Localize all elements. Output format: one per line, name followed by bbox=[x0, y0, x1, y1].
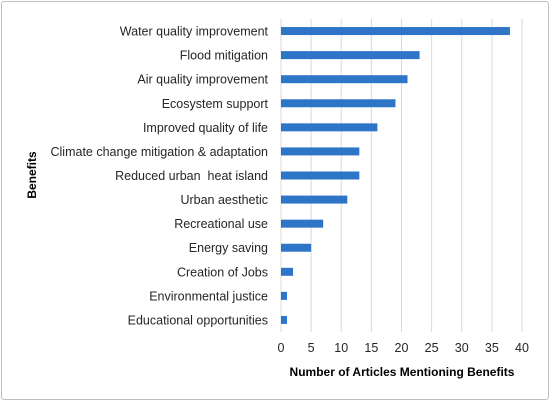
bar bbox=[281, 123, 378, 132]
category-label: Air quality improvement bbox=[137, 73, 268, 87]
category-label: Recreational use bbox=[174, 217, 268, 231]
bar bbox=[281, 27, 510, 36]
bar bbox=[281, 171, 360, 180]
category-label: Environmental justice bbox=[149, 289, 268, 303]
category-label: Urban aesthetic bbox=[180, 193, 268, 207]
category-label: Ecosystem support bbox=[162, 97, 269, 111]
bar bbox=[281, 195, 348, 204]
category-label: Water quality improvement bbox=[120, 25, 269, 39]
x-tick-label: 20 bbox=[395, 341, 409, 355]
category-label: Creation of Jobs bbox=[177, 265, 268, 279]
bar bbox=[281, 51, 420, 60]
category-label: Climate change mitigation & adaptation bbox=[51, 145, 269, 159]
category-label: Improved quality of life bbox=[143, 121, 268, 135]
category-label: Energy saving bbox=[189, 241, 268, 255]
bar bbox=[281, 243, 312, 252]
bar bbox=[281, 219, 324, 228]
x-tick-labels: 0 5 10 15 20 25 30 35 40 bbox=[278, 341, 529, 355]
category-label: Educational opportunities bbox=[128, 313, 268, 327]
bar bbox=[281, 99, 396, 108]
bars bbox=[281, 27, 510, 324]
bar bbox=[281, 315, 288, 324]
x-tick-label: 30 bbox=[455, 341, 469, 355]
x-tick-label: 5 bbox=[308, 341, 315, 355]
bar bbox=[281, 267, 294, 276]
x-tick-label: 25 bbox=[425, 341, 439, 355]
x-tick-label: 15 bbox=[364, 341, 378, 355]
x-axis-title: Number of Articles Mentioning Benefits bbox=[290, 365, 515, 379]
category-label: Reduced urban heat island bbox=[115, 169, 268, 183]
bar bbox=[281, 75, 408, 84]
gridlines bbox=[280, 19, 523, 332]
bar bbox=[281, 147, 360, 156]
x-tick-label: 35 bbox=[485, 341, 499, 355]
x-tick-label: 40 bbox=[515, 341, 529, 355]
x-tick-label: 10 bbox=[334, 341, 348, 355]
y-axis-title: Benefits bbox=[25, 151, 39, 199]
category-label: Flood mitigation bbox=[180, 49, 268, 63]
x-tick-label: 0 bbox=[278, 341, 285, 355]
bar bbox=[281, 291, 288, 300]
category-labels: Water quality improvement Flood mitigatio… bbox=[51, 25, 269, 328]
